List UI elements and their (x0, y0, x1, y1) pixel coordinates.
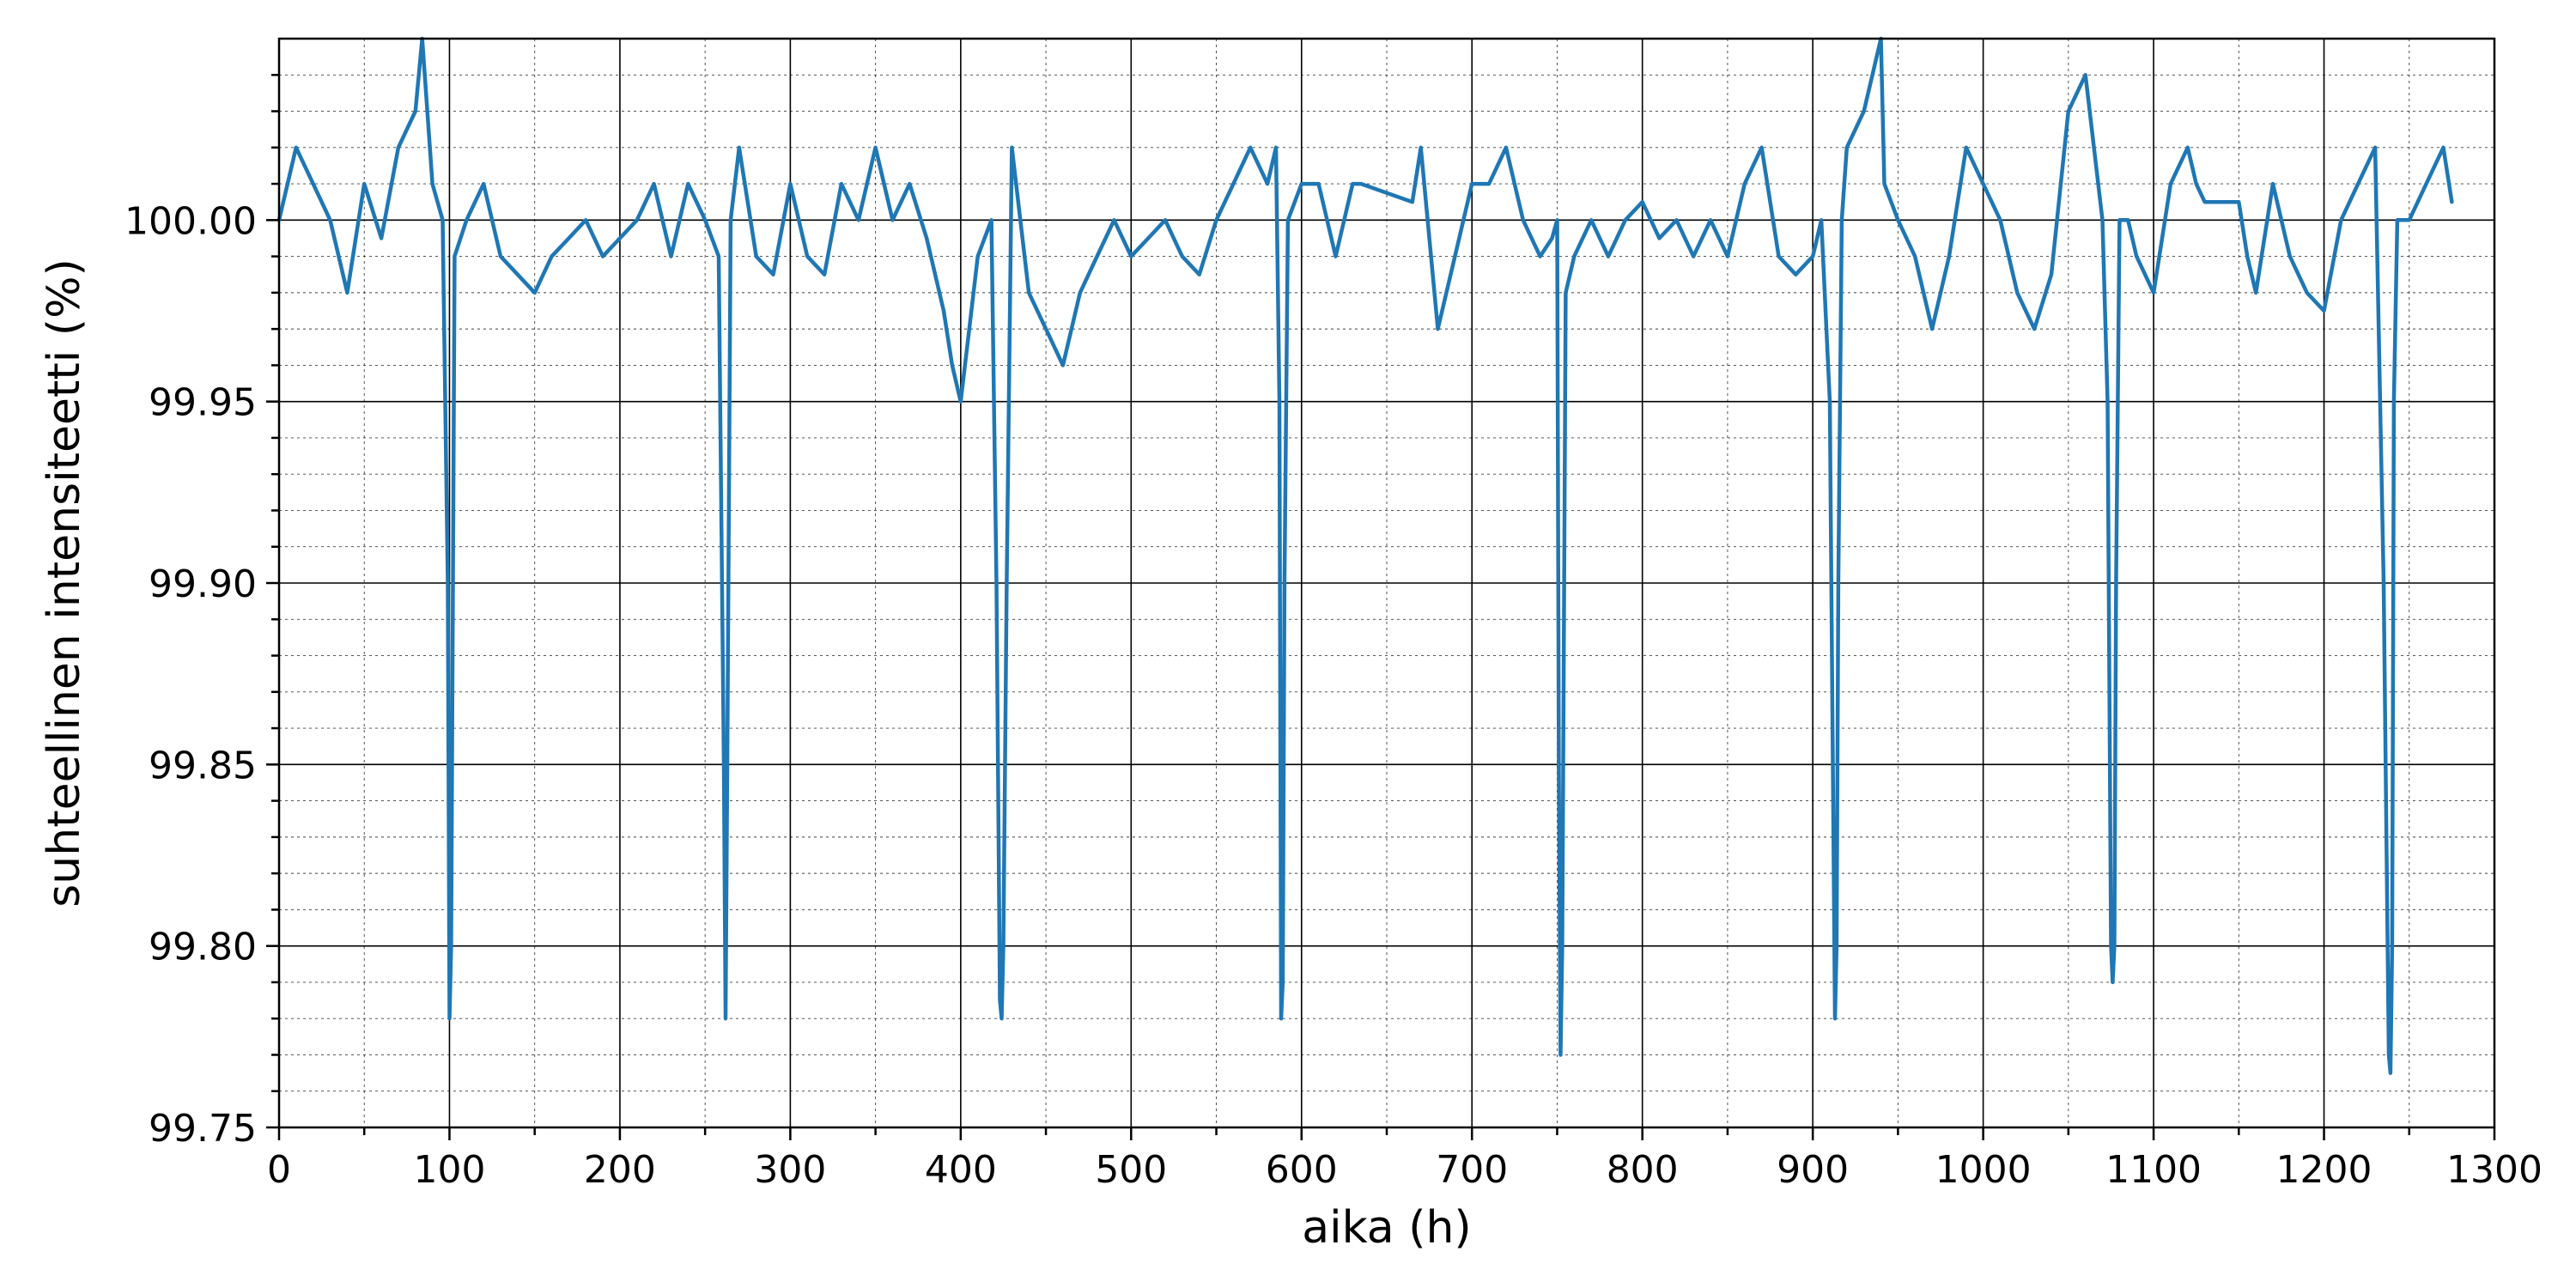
x-axis: 0 100 200 300 400 500 600 700 800 900 1000 1100 1200… (267, 1127, 2543, 1192)
series-line (276, 36, 2454, 1075)
x-tick-label: 500 (1095, 1148, 1167, 1192)
x-tick-label: 400 (925, 1148, 997, 1192)
data-series (276, 36, 2454, 1075)
y-tick-label: 99.75 (149, 1107, 257, 1151)
x-tick-label: 1000 (1935, 1148, 2032, 1192)
x-tick-label: 1300 (2446, 1148, 2543, 1192)
y-tick-label: 99.85 (149, 744, 257, 787)
y-axis: 99.75 99.80 99.85 99.90 99.95 100.00 (125, 74, 279, 1151)
minor-gridlines (279, 39, 2494, 1127)
x-tick-label: 300 (754, 1148, 826, 1192)
x-tick-label: 1200 (2276, 1148, 2372, 1192)
x-tick-label: 100 (413, 1148, 485, 1192)
x-tick-label: 600 (1266, 1148, 1338, 1192)
x-tick-label: 900 (1777, 1148, 1849, 1192)
x-axis-label: aika (h) (1302, 1202, 1471, 1254)
x-tick-label: 1100 (2105, 1148, 2202, 1192)
y-axis-label: suhteellinen intensiteetti (%) (39, 258, 90, 908)
y-tick-label: 99.95 (149, 381, 257, 425)
x-tick-label: 800 (1607, 1148, 1679, 1192)
x-tick-label: 200 (584, 1148, 656, 1192)
y-tick-label: 99.90 (149, 562, 257, 606)
x-tick-label: 0 (267, 1148, 291, 1192)
x-tick-label: 700 (1436, 1148, 1508, 1192)
y-tick-label: 99.80 (149, 926, 257, 969)
y-tick-label: 100.00 (125, 199, 257, 243)
